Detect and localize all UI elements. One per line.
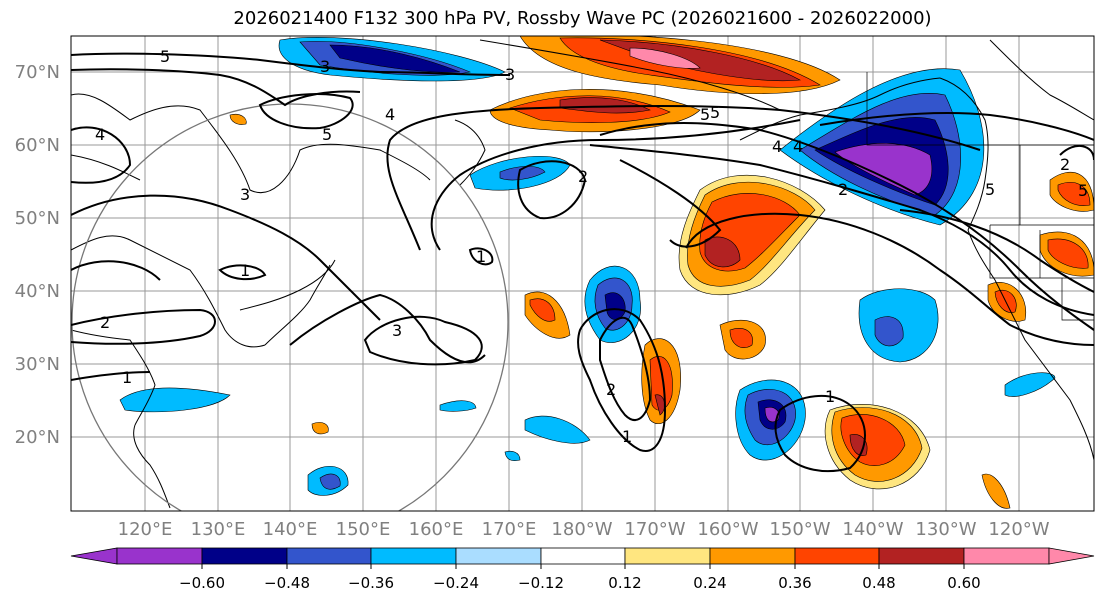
lon-label: 160°W xyxy=(697,519,758,540)
colorbar-segment xyxy=(878,547,965,565)
map-title: 2026021400 F132 300 hPa PV, Rossby Wave … xyxy=(233,8,932,29)
colorbar-tick-label: 0.48 xyxy=(862,574,895,592)
lon-label: 120°E xyxy=(118,519,173,540)
contour-label: 2 xyxy=(838,180,848,199)
lon-label: 170°W xyxy=(624,519,685,540)
pv-contours xyxy=(71,52,1094,473)
contour-label: 3 xyxy=(240,185,250,204)
contour-label: 1 xyxy=(122,368,132,387)
lat-label: 50°N xyxy=(15,208,60,229)
lat-label: 40°N xyxy=(15,281,60,302)
contour-label: 4 xyxy=(385,105,395,124)
lat-label: 20°N xyxy=(15,427,60,448)
lat-label: 60°N xyxy=(15,135,60,156)
map-border xyxy=(70,35,1095,512)
contour-labels: 3 5 4 5 4 3 4 5 2 5 1 2 1 3 1 2 1 2 1 2 … xyxy=(95,47,1088,446)
colorbar-segment xyxy=(1048,547,1095,565)
contour-label: 3 xyxy=(320,57,330,76)
contour-label: 1 xyxy=(476,247,486,266)
colorbar-tick-label: −0.48 xyxy=(264,574,310,592)
colorbar-tick-label: −0.12 xyxy=(518,574,564,592)
colorbar-tick-label: 0.24 xyxy=(693,574,726,592)
lon-label: 140°W xyxy=(842,519,903,540)
contour-label: 2 xyxy=(606,380,616,399)
lon-label: 150°E xyxy=(336,519,391,540)
contour-label: 5 xyxy=(700,105,710,124)
lon-label: 120°W xyxy=(988,519,1049,540)
colorbar-segment xyxy=(201,547,288,565)
contour-label: 4 xyxy=(772,137,782,156)
contour-label: 1 xyxy=(825,387,835,406)
contour-label: 2 xyxy=(1060,155,1070,174)
contour-label: 3 xyxy=(505,65,515,84)
lon-label: 160°E xyxy=(409,519,464,540)
colorbar-tick-label: −0.24 xyxy=(433,574,479,592)
lon-label: 150°W xyxy=(769,519,830,540)
colorbar-tick-label: −0.36 xyxy=(348,574,394,592)
lon-label: 140°E xyxy=(263,519,318,540)
lon-label: 130°W xyxy=(915,519,976,540)
contour-label: 4 xyxy=(793,137,803,156)
contour-label: 3 xyxy=(392,321,402,340)
lon-label: 170°E xyxy=(482,519,537,540)
contour-label: 1 xyxy=(622,427,632,446)
contour-label: 5 xyxy=(985,180,995,199)
lat-labels: 70°N 60°N 50°N 40°N 30°N 20°N xyxy=(15,62,60,448)
colorbar-tick-label: 0.36 xyxy=(778,574,811,592)
colorbar-segment xyxy=(540,547,626,565)
contour-label: 2 xyxy=(578,167,588,186)
colorbar-segment xyxy=(370,547,457,565)
colorbar-segment xyxy=(455,547,542,565)
lon-label: 130°E xyxy=(191,519,246,540)
colorbar-ticks xyxy=(201,564,965,569)
contour-label: 5 xyxy=(160,47,170,66)
lon-label: 180°W xyxy=(551,519,612,540)
contour-label: 4 xyxy=(95,125,105,144)
lat-label: 70°N xyxy=(15,62,60,83)
colorbar-tick-label: −0.60 xyxy=(179,574,225,592)
colorbar-segment xyxy=(963,547,1050,565)
lat-label: 30°N xyxy=(15,354,60,375)
radius-circle xyxy=(71,103,509,511)
colorbar xyxy=(70,547,1095,565)
contour-label: 1 xyxy=(240,261,250,280)
colorbar-segment xyxy=(70,547,118,565)
colorbar-segment xyxy=(709,547,796,565)
colorbar-segment xyxy=(286,547,372,565)
colorbar-segment xyxy=(624,547,711,565)
contour-label: 2 xyxy=(100,313,110,332)
contour-label: 5 xyxy=(710,103,720,122)
colorbar-tick-label: 0.12 xyxy=(608,574,641,592)
colorbar-tick-labels: −0.60 −0.48 −0.36 −0.24 −0.12 0.12 0.24 … xyxy=(179,574,981,592)
colorbar-segment xyxy=(794,547,880,565)
contour-label: 5 xyxy=(1078,181,1088,200)
contour-label: 5 xyxy=(322,125,332,144)
colorbar-segment xyxy=(116,547,203,565)
lon-labels: 120°E 130°E 140°E 150°E 160°E 170°E 180°… xyxy=(118,519,1050,540)
colorbar-tick-label: 0.60 xyxy=(947,574,980,592)
